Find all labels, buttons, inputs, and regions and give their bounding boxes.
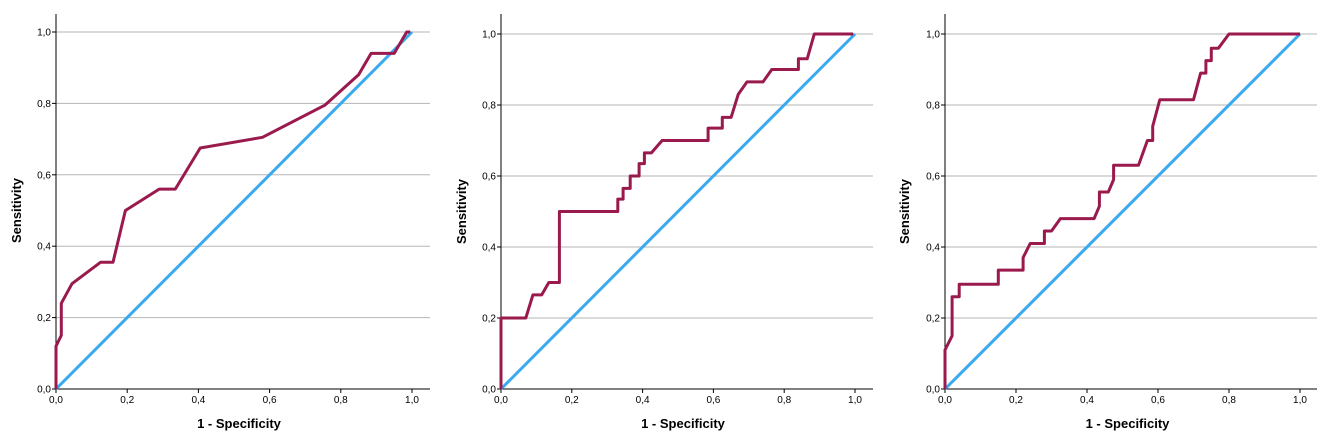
y-tick-label: 0,6 (37, 170, 51, 181)
roc-chart-1: 0,0 0,2 0,4 0,6 0,8 1,0 0,0 0,2 0,4 0,6 0,8 1,0 1 - … (9, 14, 430, 431)
reference-diagonal-line (499, 32, 857, 391)
y-tick-label: 1,0 (926, 30, 940, 41)
reference-diagonal-line (54, 30, 414, 391)
x-tick-label: 0,6 (1151, 395, 1165, 406)
y-tick-label: 0,2 (482, 314, 496, 325)
y-tick-label: 0,0 (926, 385, 940, 396)
y-tick-label: 0,8 (482, 101, 496, 112)
x-tick-label: 0,6 (263, 395, 277, 406)
y-tick-label: 0,0 (37, 385, 51, 396)
x-tick-label: 0,0 (938, 395, 952, 406)
y-axis-title: Sensitivity (897, 178, 912, 244)
y-tick-label: 0,8 (926, 101, 940, 112)
reference-diagonal-line (943, 32, 1302, 391)
x-tick-label: 1,0 (405, 395, 419, 406)
x-tick-label: 0,0 (494, 395, 508, 406)
x-tick-label: 1,0 (848, 395, 862, 406)
x-tick-label: 0,6 (706, 395, 720, 406)
x-tick-label: 0,4 (191, 395, 205, 406)
y-tick-label: 0,4 (37, 242, 51, 253)
roc-curve-line (499, 32, 854, 389)
y-tick-label: 1,0 (482, 30, 496, 41)
y-tick-label: 0,8 (37, 99, 51, 110)
y-tick-label: 0,0 (482, 385, 496, 396)
x-tick-label: 0,2 (120, 395, 134, 406)
x-axis-title: 1 - Specificity (1086, 416, 1171, 431)
x-tick-label: 0,0 (49, 395, 63, 406)
y-tick-label: 1,0 (37, 28, 51, 39)
y-axis-title: Sensitivity (9, 177, 24, 243)
y-tick-label: 0,4 (926, 243, 940, 254)
y-tick-label: 0,6 (482, 172, 496, 183)
y-tick-label: 0,2 (37, 313, 51, 324)
roc-chart-2: 0,0 0,2 0,4 0,6 0,8 1,0 0,0 0,2 0,4 0,6 0,8 1,0 1 - … (454, 14, 873, 431)
x-tick-label: 0,4 (636, 395, 650, 406)
roc-chart-3: 0,0 0,2 0,4 0,6 0,8 1,0 0,0 0,2 0,4 0,6 0,8 1,0 1 - … (897, 14, 1317, 431)
y-axis-title: Sensitivity (454, 178, 469, 244)
y-tick-label: 0,2 (926, 314, 940, 325)
y-tick-label: 0,4 (482, 243, 496, 254)
x-axis-title: 1 - Specificity (197, 416, 282, 431)
x-tick-label: 0,8 (1222, 395, 1236, 406)
x-tick-label: 1,0 (1293, 395, 1307, 406)
y-tick-label: 0,6 (926, 172, 940, 183)
roc-curve-line (943, 32, 1300, 389)
x-axis-title: 1 - Specificity (641, 416, 726, 431)
x-tick-label: 0,4 (1080, 395, 1094, 406)
x-tick-label: 0,8 (777, 395, 791, 406)
roc-curve-line (54, 30, 411, 389)
x-tick-label: 0,2 (1009, 395, 1023, 406)
x-tick-label: 0,2 (565, 395, 579, 406)
x-tick-label: 0,8 (334, 395, 348, 406)
